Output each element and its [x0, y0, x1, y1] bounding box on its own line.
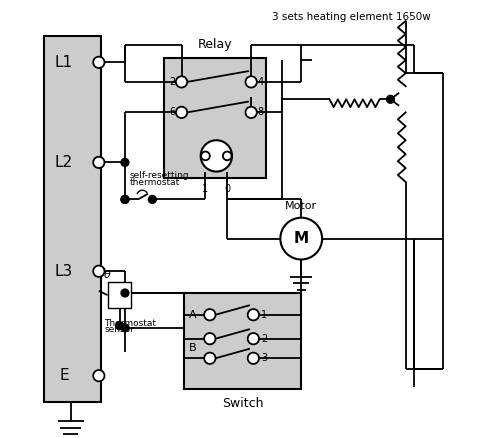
Text: 3 sets heating element 1650w: 3 sets heating element 1650w: [272, 12, 431, 21]
Circle shape: [176, 76, 187, 88]
Text: 2: 2: [169, 77, 175, 87]
Text: Motor: Motor: [285, 201, 317, 211]
Circle shape: [246, 76, 257, 88]
Circle shape: [204, 309, 216, 321]
Text: L3: L3: [55, 264, 73, 279]
Circle shape: [248, 309, 259, 321]
Bar: [108, 282, 131, 308]
Text: Switch: Switch: [222, 396, 263, 410]
Bar: [164, 58, 266, 178]
Text: sensor: sensor: [105, 325, 134, 335]
Text: 1: 1: [261, 310, 267, 320]
Circle shape: [121, 159, 129, 166]
Text: 0: 0: [224, 184, 230, 194]
Text: E: E: [59, 368, 69, 383]
Circle shape: [93, 157, 105, 168]
Text: 3: 3: [261, 353, 267, 363]
Circle shape: [248, 333, 259, 344]
Circle shape: [204, 353, 216, 364]
Circle shape: [176, 107, 187, 118]
Text: M: M: [294, 231, 309, 246]
Circle shape: [223, 152, 232, 160]
Text: 1: 1: [202, 184, 209, 194]
Circle shape: [201, 152, 210, 160]
Text: 4: 4: [257, 77, 264, 87]
Text: self-resetting: self-resetting: [129, 171, 189, 180]
Circle shape: [116, 322, 124, 329]
Bar: [184, 293, 301, 389]
Text: B: B: [189, 343, 196, 353]
Text: $\theta$: $\theta$: [103, 268, 112, 280]
Text: Relay: Relay: [198, 39, 233, 51]
Circle shape: [386, 95, 394, 103]
Circle shape: [204, 333, 216, 344]
Bar: [44, 36, 101, 402]
Circle shape: [148, 195, 156, 203]
Circle shape: [121, 195, 129, 203]
Circle shape: [121, 324, 129, 332]
Text: 2: 2: [261, 334, 267, 344]
Text: 8: 8: [257, 107, 264, 117]
Text: thermostat: thermostat: [129, 177, 180, 187]
Circle shape: [201, 140, 232, 172]
Circle shape: [121, 289, 129, 297]
Circle shape: [93, 370, 105, 381]
Circle shape: [248, 353, 259, 364]
Circle shape: [280, 218, 322, 259]
Circle shape: [93, 57, 105, 68]
Circle shape: [121, 195, 129, 203]
Text: L2: L2: [55, 155, 73, 170]
Text: 6: 6: [169, 107, 175, 117]
Circle shape: [246, 107, 257, 118]
Text: 7: 7: [99, 268, 106, 279]
Text: A: A: [189, 310, 196, 320]
Text: L1: L1: [55, 55, 73, 70]
Text: Thermostat: Thermostat: [105, 319, 156, 328]
Circle shape: [93, 265, 105, 277]
